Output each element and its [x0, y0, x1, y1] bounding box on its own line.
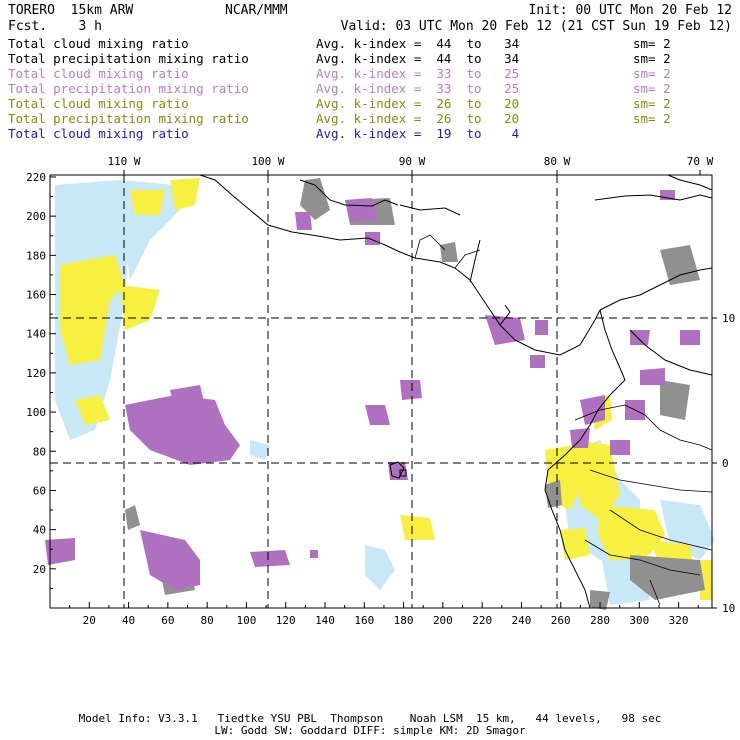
- legend-smoothing: sm= 2: [633, 36, 671, 51]
- legend-field: Total precipitation mixing ratio: [8, 81, 249, 96]
- latitude-label: 10 S: [722, 602, 740, 615]
- legend-field: Total cloud mixing ratio: [8, 96, 189, 111]
- legend-field: Total cloud mixing ratio: [8, 126, 189, 141]
- x-tick-label: 260: [551, 614, 571, 627]
- legend-kindex: Avg. k-index = 19 to 4: [316, 126, 520, 141]
- legend-smoothing: sm= 2: [633, 111, 671, 126]
- legend-kindex: Avg. k-index = 33 to 25: [316, 66, 520, 81]
- legend-smoothing: sm= 2: [633, 51, 671, 66]
- x-tick-label: 60: [161, 614, 174, 627]
- organization-label: NCAR/MMM: [225, 3, 288, 18]
- legend-field: Total precipitation mixing ratio: [8, 111, 249, 126]
- x-tick-label: 240: [512, 614, 532, 627]
- x-tick-label: 100: [237, 614, 257, 627]
- legend-kindex: Avg. k-index = 33 to 25: [316, 81, 520, 96]
- cloud-fields: [45, 178, 715, 610]
- x-tick-label: 140: [315, 614, 335, 627]
- latitude-label: 10 N: [722, 312, 740, 325]
- lat-lon-grid: [50, 175, 712, 608]
- y-tick-label: 40: [33, 524, 46, 537]
- axis-tick-labels: 20 40 60 80 100 120 140 160 180 200 220 240 260 280 30…: [26, 155, 740, 627]
- x-tick-label: 40: [122, 614, 135, 627]
- latitude-label: 0: [722, 457, 729, 470]
- x-tick-label: 120: [276, 614, 296, 627]
- footer-model-info: Model Info: V3.3.1 Tiedtke YSU PBL Thomp…: [78, 712, 662, 725]
- y-tick-label: 60: [33, 484, 46, 497]
- plot-frame: [49, 174, 713, 609]
- legend-field: Total cloud mixing ratio: [8, 36, 189, 51]
- purple-cloud-areas: [45, 190, 700, 590]
- longitude-label: 110 W: [107, 155, 140, 168]
- y-tick-label: 200: [26, 210, 46, 223]
- axis-ticks: [50, 170, 717, 609]
- legend-kindex: Avg. k-index = 44 to 34: [316, 36, 520, 51]
- legend-kindex: Avg. k-index = 26 to 20: [316, 96, 520, 111]
- legend-smoothing: sm= 2: [633, 96, 671, 111]
- valid-time: Valid: 03 UTC Mon 20 Feb 12 (21 CST Sun …: [340, 19, 732, 34]
- legend-field: Total precipitation mixing ratio: [8, 51, 249, 66]
- footer-physics-info: LW: Godd SW: Goddard DIFF: simple KM: 2D…: [214, 724, 526, 737]
- x-tick-label: 320: [669, 614, 689, 627]
- longitude-label: 90 W: [399, 155, 426, 168]
- legend-kindex: Avg. k-index = 26 to 20: [316, 111, 520, 126]
- y-tick-label: 100: [26, 406, 46, 419]
- y-tick-label: 20: [33, 563, 46, 576]
- y-tick-label: 140: [26, 328, 46, 341]
- legend-field: Total cloud mixing ratio: [8, 66, 189, 81]
- legend-kindex: Avg. k-index = 44 to 34: [316, 51, 520, 66]
- init-time: Init: 00 UTC Mon 20 Feb 12: [528, 3, 733, 18]
- model-title: TORERO 15km ARW: [8, 3, 134, 18]
- legend-smoothing: sm= 2: [633, 66, 671, 81]
- country-borders: [414, 234, 713, 606]
- coastlines: [199, 174, 713, 609]
- x-tick-label: 220: [472, 614, 492, 627]
- longitude-label: 100 W: [251, 155, 284, 168]
- x-tick-label: 20: [83, 614, 96, 627]
- x-tick-label: 200: [433, 614, 453, 627]
- longitude-label: 70 W: [687, 155, 714, 168]
- y-tick-label: 120: [26, 367, 46, 380]
- y-tick-label: 220: [26, 171, 46, 184]
- x-tick-label: 80: [201, 614, 214, 627]
- x-tick-label: 300: [629, 614, 649, 627]
- x-tick-label: 280: [590, 614, 610, 627]
- y-tick-label: 180: [26, 249, 46, 262]
- forecast-hour: Fcst. 3 h: [8, 19, 102, 34]
- x-tick-label: 160: [354, 614, 374, 627]
- legend-smoothing: sm= 2: [633, 81, 671, 96]
- x-tick-label: 180: [394, 614, 414, 627]
- y-tick-label: 160: [26, 289, 46, 302]
- longitude-label: 80 W: [544, 155, 571, 168]
- y-tick-label: 80: [33, 445, 46, 458]
